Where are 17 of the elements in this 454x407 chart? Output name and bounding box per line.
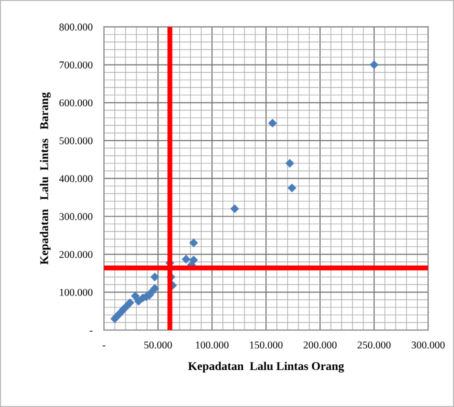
y-tick-label: 400.000 xyxy=(59,175,92,182)
y-tick-label: 200.000 xyxy=(59,250,92,258)
y-tick-label: 300.000 xyxy=(60,213,92,220)
y-axis-title: Kepadatan Lalu Lintas Barang xyxy=(40,92,51,265)
y-tick-label: 500.000 xyxy=(60,137,92,144)
x-tick-label: 300.000 xyxy=(412,341,445,349)
y-tick-label: 700.000 xyxy=(60,61,92,69)
y-tick-label: - xyxy=(90,330,92,332)
x-tick-label: 150.000 xyxy=(250,341,283,349)
x-tick-label: 50.000 xyxy=(144,341,172,349)
y-tick-label: 100.000 xyxy=(60,288,92,296)
y-tick-label: 600.000 xyxy=(59,99,92,106)
x-axis-title: Kepadatan Lalu Lintas Orang xyxy=(188,362,344,373)
x-tick-label: 200.000 xyxy=(304,341,337,349)
x-tick-label: 100.000 xyxy=(196,341,229,349)
x-tick-label: 250.000 xyxy=(358,341,391,349)
y-tick-label: 800.000 xyxy=(59,24,92,31)
